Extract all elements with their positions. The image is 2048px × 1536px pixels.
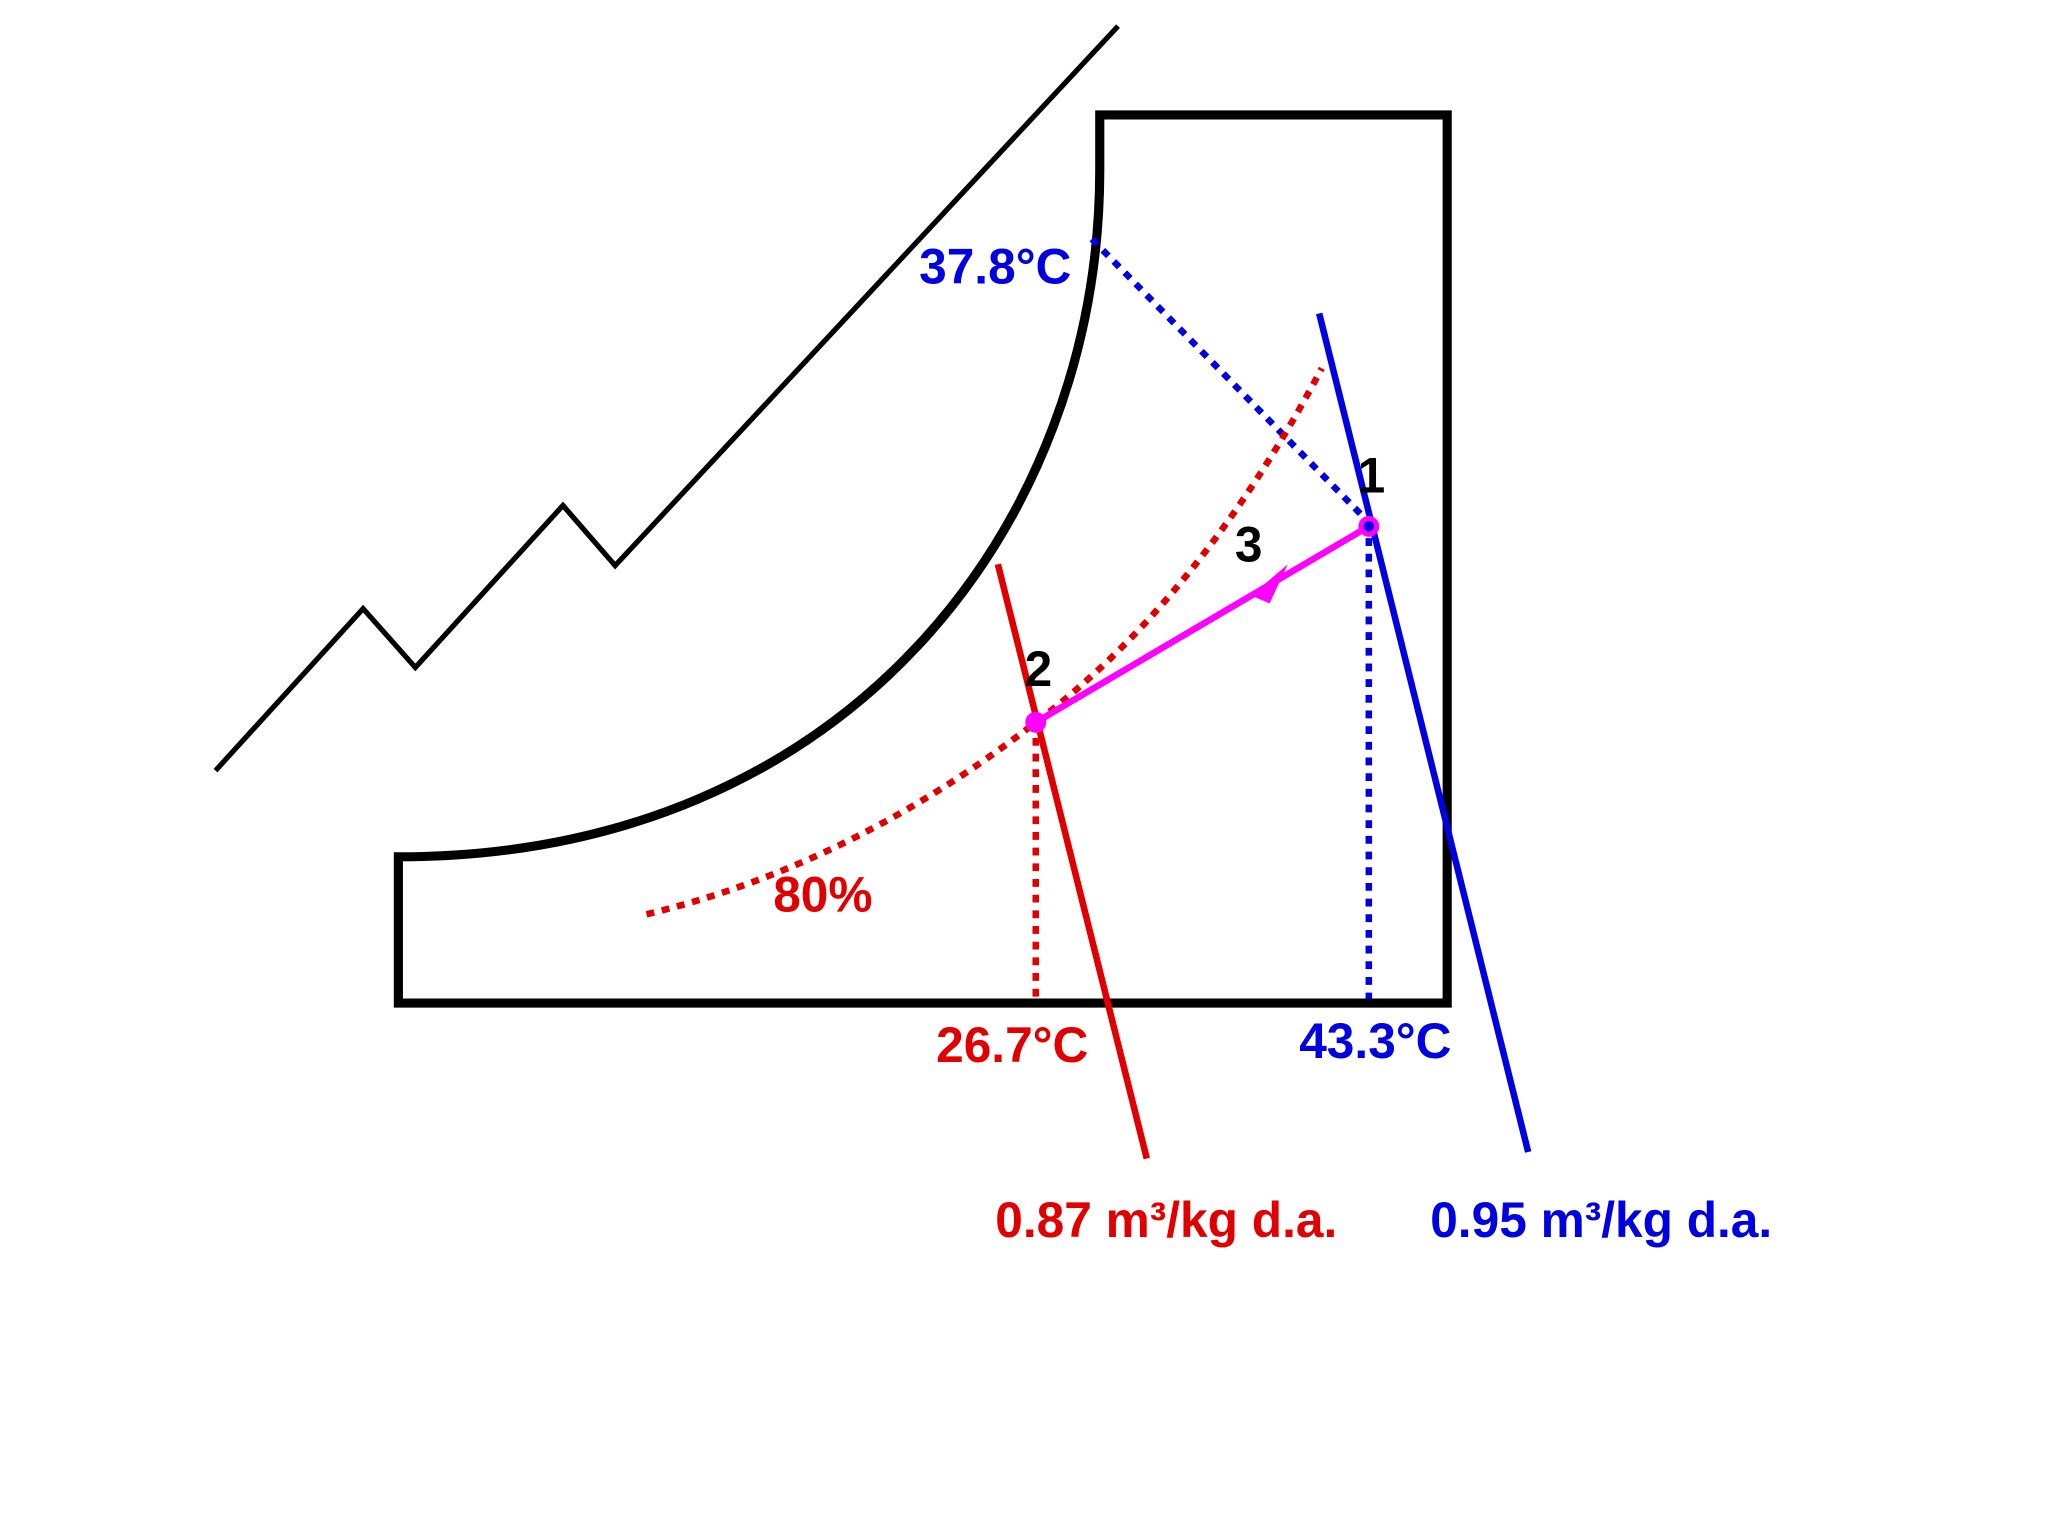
blue-dotted-wet-bulb [1089,236,1372,525]
point-label: 1 [1358,447,1386,503]
dry-bulb-2-label: 26.7°C [936,1017,1088,1073]
red-rh-curve [645,366,1325,918]
point-label: 3 [1235,517,1263,573]
point-1-center [1363,521,1375,532]
arrow-head [1251,564,1288,604]
point-2 [1025,711,1047,733]
rh-label: 80% [773,867,872,923]
zigzag-line [213,24,1120,773]
chart-outline [393,110,1452,1008]
blue-volume-line [1316,312,1532,1153]
red-volume-line [994,563,1150,1160]
volume-2-label: 0.87 m³/kg d.a. [995,1192,1337,1248]
point-label: 2 [1025,641,1053,697]
dry-bulb-1-label: 43.3°C [1299,1013,1451,1069]
volume-1-label: 0.95 m³/kg d.a. [1430,1192,1772,1248]
mixing-line [1034,523,1371,726]
saturation-temp-label: 37.8°C [919,238,1071,294]
